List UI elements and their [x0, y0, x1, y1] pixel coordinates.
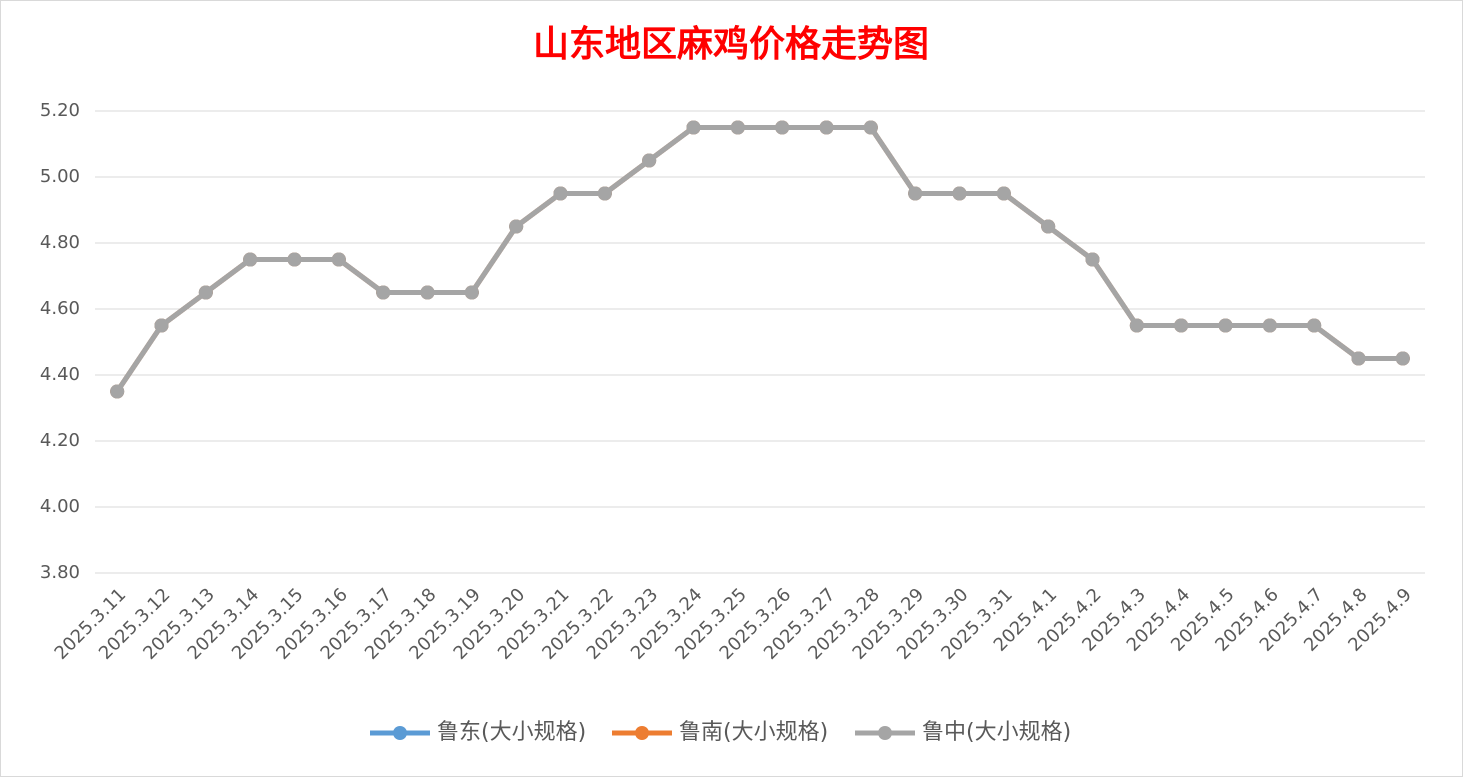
- data-point: [908, 186, 923, 201]
- data-point: [730, 120, 745, 135]
- legend-marker: [878, 726, 892, 740]
- series-line: [115, 125, 1403, 393]
- legend-label: 鲁中(大小规格): [922, 720, 1071, 745]
- y-tick-label: 5.00: [40, 166, 80, 187]
- data-point: [775, 120, 790, 135]
- data-point: [287, 252, 302, 267]
- data-point: [553, 186, 568, 201]
- data-point: [154, 318, 169, 333]
- data-point: [1307, 318, 1322, 333]
- data-point: [110, 384, 125, 399]
- legend-label: 鲁南(大小规格): [679, 720, 828, 745]
- data-point: [243, 252, 258, 267]
- chart-title: 山东地区麻鸡价格走势图: [533, 23, 929, 65]
- data-point: [597, 186, 612, 201]
- y-tick-label: 4.40: [40, 364, 80, 385]
- data-point: [642, 153, 657, 168]
- data-point: [464, 285, 479, 300]
- data-point: [996, 186, 1011, 201]
- data-point: [1129, 318, 1144, 333]
- data-point: [1041, 219, 1056, 234]
- data-point: [686, 120, 701, 135]
- data-point: [1262, 318, 1277, 333]
- legend-marker: [393, 726, 407, 740]
- data-point: [198, 285, 213, 300]
- y-tick-label: 4.80: [40, 232, 80, 253]
- data-point: [819, 120, 834, 135]
- data-point: [1174, 318, 1189, 333]
- y-tick-label: 4.20: [40, 430, 80, 451]
- y-tick-label: 3.80: [40, 562, 80, 583]
- y-tick-label: 4.60: [40, 298, 80, 319]
- data-point: [1395, 351, 1410, 366]
- y-tick-label: 5.20: [40, 100, 80, 121]
- legend-marker: [635, 726, 649, 740]
- legend-label: 鲁东(大小规格): [437, 720, 586, 745]
- data-point: [1085, 252, 1100, 267]
- data-point: [1218, 318, 1233, 333]
- y-tick-label: 4.00: [40, 496, 80, 517]
- data-point: [1351, 351, 1366, 366]
- data-point: [863, 120, 878, 135]
- data-point: [331, 252, 346, 267]
- data-point: [420, 285, 435, 300]
- data-point: [376, 285, 391, 300]
- data-point: [952, 186, 967, 201]
- data-point: [509, 219, 524, 234]
